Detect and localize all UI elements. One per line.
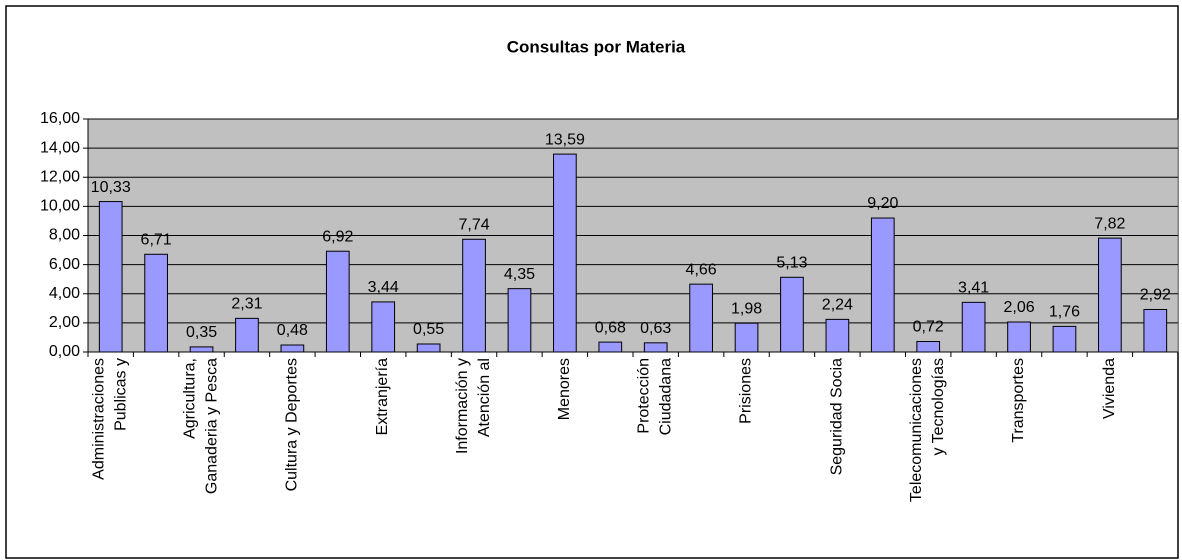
x-tick-label: Información y Atención al — [454, 358, 493, 454]
bar — [462, 238, 486, 353]
value-label: 0,63 — [640, 320, 671, 337]
bar — [1007, 321, 1031, 353]
value-label: 2,06 — [1003, 299, 1034, 316]
bar — [643, 342, 668, 353]
bar — [916, 341, 941, 353]
value-label: 0,72 — [913, 319, 944, 336]
x-tick-label: Administraciones Publicas y — [91, 358, 130, 480]
value-label: 0,35 — [186, 324, 217, 341]
x-tick-label: Seguridad Socia — [829, 358, 846, 476]
bar — [1098, 237, 1122, 353]
bar — [507, 288, 532, 353]
value-label: 6,71 — [141, 232, 172, 249]
bar — [553, 153, 577, 353]
y-tick-label: 6,00 — [49, 256, 80, 273]
value-label: 6,92 — [322, 228, 353, 245]
bar — [689, 283, 713, 353]
bar — [144, 253, 168, 353]
value-label: 9,20 — [867, 195, 898, 212]
bar — [870, 217, 895, 353]
bar — [1143, 308, 1168, 353]
value-label: 3,41 — [958, 280, 989, 297]
value-label: 1,98 — [731, 300, 762, 317]
x-tick-label: Agricultura, Ganaderia y Pesca — [182, 358, 221, 494]
y-tick-label: 10,00 — [40, 198, 80, 215]
value-label: 7,74 — [458, 217, 489, 234]
y-tick-label: 0,00 — [49, 343, 80, 360]
bar — [98, 201, 123, 353]
bar — [734, 322, 759, 353]
value-label: 4,35 — [504, 266, 535, 283]
value-label: 3,44 — [368, 279, 399, 296]
x-tick-label: Cultura y Deportes — [284, 358, 301, 491]
x-tick-label: Vivienda — [1101, 358, 1118, 419]
bar — [189, 346, 214, 353]
bar — [280, 344, 305, 353]
y-tick-label: 14,00 — [40, 139, 80, 156]
value-label: 10,33 — [91, 179, 131, 196]
x-tick-label: Extranjería — [374, 358, 391, 435]
x-tick-label: Protección Ciudadana — [636, 358, 675, 436]
value-label: 0,68 — [595, 319, 626, 336]
bar — [598, 341, 623, 353]
y-tick-label: 8,00 — [49, 227, 80, 244]
value-label: 2,24 — [822, 297, 853, 314]
value-label: 4,66 — [686, 261, 717, 278]
x-tick-label: Prisiones — [738, 358, 755, 424]
bar — [371, 301, 396, 353]
bar — [1052, 325, 1077, 353]
value-label: 0,48 — [277, 322, 308, 339]
x-tick-label: Transportes — [1010, 358, 1027, 443]
chart-title: Consultas por Materia — [507, 37, 686, 56]
y-tick-label: 4,00 — [49, 285, 80, 302]
bar — [325, 250, 350, 353]
bar — [780, 276, 804, 353]
y-tick-label: 12,00 — [40, 168, 80, 185]
bar — [961, 301, 986, 353]
value-label: 7,82 — [1094, 215, 1125, 232]
bar — [825, 318, 850, 353]
value-label: 2,31 — [231, 296, 262, 313]
value-label: 5,13 — [776, 255, 807, 272]
y-tick-label: 16,00 — [40, 110, 80, 127]
x-tick-label: Telecomunicaciones y Tecnologías — [908, 358, 947, 502]
x-tick-label: Menores — [556, 358, 573, 420]
value-label: 1,76 — [1049, 304, 1080, 321]
value-label: 13,59 — [545, 131, 585, 148]
bar — [416, 343, 441, 353]
y-tick-label: 2,00 — [49, 314, 80, 331]
value-label: 0,55 — [413, 321, 444, 338]
bar — [235, 317, 259, 353]
value-label: 2,92 — [1140, 287, 1171, 304]
